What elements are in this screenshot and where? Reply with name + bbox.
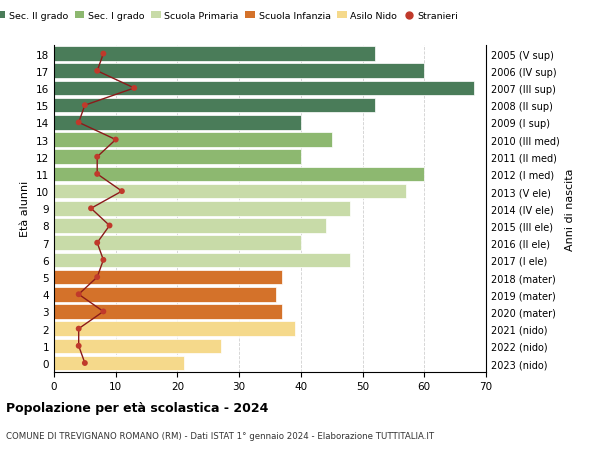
Bar [54, 82, 473, 96]
Point [98, 257, 108, 264]
Point [92, 274, 102, 281]
Text: COMUNE DI TREVIGNANO ROMANO (RM) - Dati ISTAT 1° gennaio 2024 - Elaborazione TUT: COMUNE DI TREVIGNANO ROMANO (RM) - Dati … [6, 431, 434, 441]
Point [117, 188, 127, 196]
Point [92, 171, 102, 178]
Bar [54, 64, 424, 79]
Bar [54, 47, 375, 62]
Bar [54, 150, 301, 165]
Bar [54, 322, 295, 336]
Text: Popolazione per età scolastica - 2024: Popolazione per età scolastica - 2024 [6, 402, 268, 414]
Point [80, 102, 89, 110]
Bar [54, 167, 424, 182]
Bar [54, 99, 375, 113]
Bar [54, 133, 332, 147]
Point [130, 85, 139, 92]
Point [98, 308, 108, 315]
Bar [54, 287, 276, 302]
Point [80, 359, 89, 367]
Y-axis label: Età alunni: Età alunni [20, 181, 31, 237]
Bar [54, 304, 283, 319]
Point [92, 154, 102, 161]
Bar [54, 339, 221, 353]
Point [74, 325, 83, 333]
Point [111, 137, 121, 144]
Bar [54, 202, 350, 216]
Bar [54, 236, 301, 251]
Bar [54, 218, 326, 233]
Y-axis label: Anni di nascita: Anni di nascita [565, 168, 575, 250]
Bar [54, 185, 406, 199]
Bar [54, 253, 350, 268]
Point [92, 68, 102, 75]
Point [74, 291, 83, 298]
Point [105, 222, 115, 230]
Point [74, 119, 83, 127]
Bar [54, 116, 301, 130]
Bar [54, 270, 283, 285]
Point [92, 240, 102, 247]
Point [98, 51, 108, 58]
Bar [54, 356, 184, 370]
Point [86, 205, 96, 213]
Legend: Sec. II grado, Sec. I grado, Scuola Primaria, Scuola Infanzia, Asilo Nido, Stran: Sec. II grado, Sec. I grado, Scuola Prim… [0, 8, 461, 25]
Point [74, 342, 83, 350]
